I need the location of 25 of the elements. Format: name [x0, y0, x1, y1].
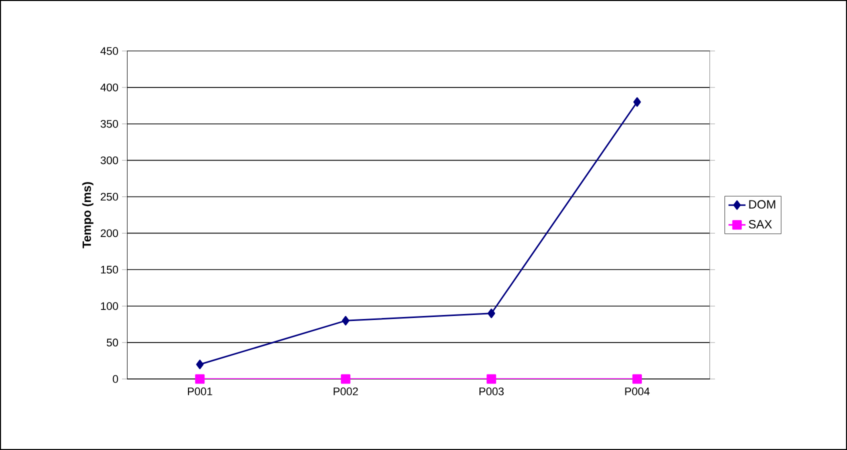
y-tick-label: 350: [100, 120, 118, 128]
y-tick-label: 0: [112, 375, 118, 383]
x-tick-label: P003: [479, 388, 504, 396]
y-tick-label: 50: [106, 338, 118, 346]
y-tick-label: 300: [100, 156, 118, 164]
y-tick-label: 450: [100, 47, 118, 55]
point: [340, 374, 350, 384]
point: [486, 374, 496, 384]
legend-label: DOM: [749, 200, 776, 209]
point: [196, 360, 204, 370]
point: [488, 308, 496, 318]
y-tick-label: 150: [101, 266, 118, 274]
legend-label: SAX: [748, 220, 772, 228]
x-tick-label: P001: [188, 388, 212, 396]
x-tick-label: P004: [625, 388, 650, 396]
y-axis-title: Tempo (ms): [82, 182, 94, 248]
point: [195, 374, 205, 384]
point: [633, 97, 641, 107]
y-tick-label: 100: [101, 302, 118, 310]
x-tick-label: P002: [334, 388, 358, 396]
y-tick-label: 400: [100, 84, 118, 92]
point: [342, 316, 350, 326]
y-tick-label: 250: [100, 192, 118, 201]
point: [632, 374, 642, 384]
y-tick-label: 200: [100, 229, 118, 238]
